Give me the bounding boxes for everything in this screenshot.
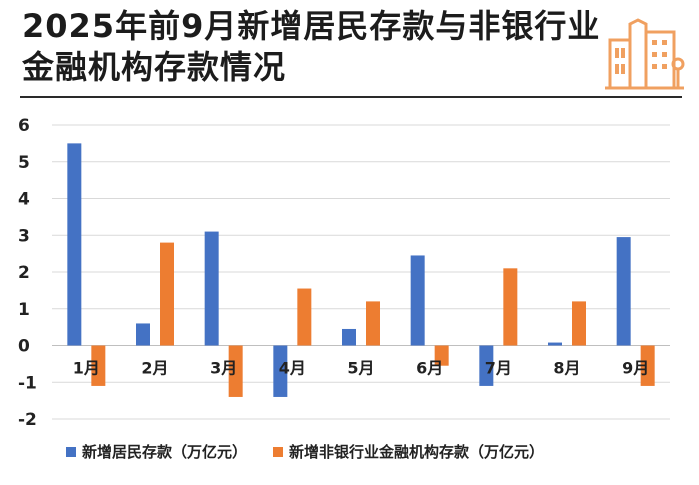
bar-series2 bbox=[572, 301, 586, 346]
building-icon bbox=[605, 18, 685, 90]
x-tick-label: 4月 bbox=[279, 359, 306, 378]
bar-series2 bbox=[228, 345, 243, 397]
y-tick-label: 3 bbox=[18, 226, 30, 246]
x-tick-label: 6月 bbox=[416, 359, 443, 378]
y-tick-label: 1 bbox=[18, 300, 30, 320]
legend-item-series2: 新增非银行业金融机构存款（万亿元） bbox=[273, 441, 544, 462]
x-tick-label: 3月 bbox=[210, 359, 237, 378]
bar-series1 bbox=[273, 345, 288, 397]
bar-series1 bbox=[616, 237, 631, 346]
x-tick-label: 7月 bbox=[485, 359, 512, 378]
chart-title: 2025年前9月新增居民存款与非银行业金融机构存款情况 bbox=[22, 7, 601, 86]
y-tick-label: -1 bbox=[18, 373, 37, 393]
bar-series2 bbox=[160, 242, 174, 346]
x-tick-label: 1月 bbox=[73, 359, 100, 378]
legend-label-series1: 新增居民存款（万亿元） bbox=[82, 443, 248, 461]
bar-series2 bbox=[434, 345, 449, 366]
bar-series2 bbox=[640, 345, 655, 386]
bar-series2 bbox=[503, 268, 518, 346]
x-tick-label: 5月 bbox=[347, 359, 374, 378]
bar-series1 bbox=[67, 143, 82, 346]
y-tick-label: 0 bbox=[18, 337, 30, 357]
bar-chart: -2 -1 0 1 2 3 4 5 6 1月 2月 3月 4月 5月 6月 7月 8月 9月 bbox=[18, 116, 670, 430]
bar-series1 bbox=[548, 342, 562, 346]
bar-series1 bbox=[410, 255, 425, 346]
y-tick-label: 5 bbox=[18, 153, 30, 173]
legend-swatch-series2 bbox=[273, 446, 284, 457]
bar-series1 bbox=[136, 323, 150, 346]
legend-swatch-series1 bbox=[66, 446, 76, 457]
legend-label-series2: 新增非银行业金融机构存款（万亿元） bbox=[289, 443, 545, 461]
y-tick-label: 4 bbox=[18, 190, 30, 210]
legend: 新增居民存款（万亿元） 新增非银行业金融机构存款（万亿元） bbox=[66, 441, 570, 462]
x-tick-label: 8月 bbox=[553, 359, 580, 378]
y-tick-label: -2 bbox=[18, 410, 37, 430]
bar-series1 bbox=[204, 231, 219, 346]
x-tick-label: 9月 bbox=[622, 359, 649, 378]
legend-item-series1: 新增居民存款（万亿元） bbox=[66, 441, 247, 462]
bar-series2 bbox=[297, 288, 312, 346]
bar-series1 bbox=[479, 345, 494, 386]
title-divider bbox=[20, 96, 682, 98]
y-tick-label: 2 bbox=[18, 263, 30, 283]
bar-series1 bbox=[342, 328, 356, 346]
y-tick-label: 6 bbox=[18, 116, 30, 136]
x-tick-label: 2月 bbox=[141, 359, 168, 378]
bar-series2 bbox=[366, 301, 380, 346]
bar-series2 bbox=[91, 345, 106, 386]
